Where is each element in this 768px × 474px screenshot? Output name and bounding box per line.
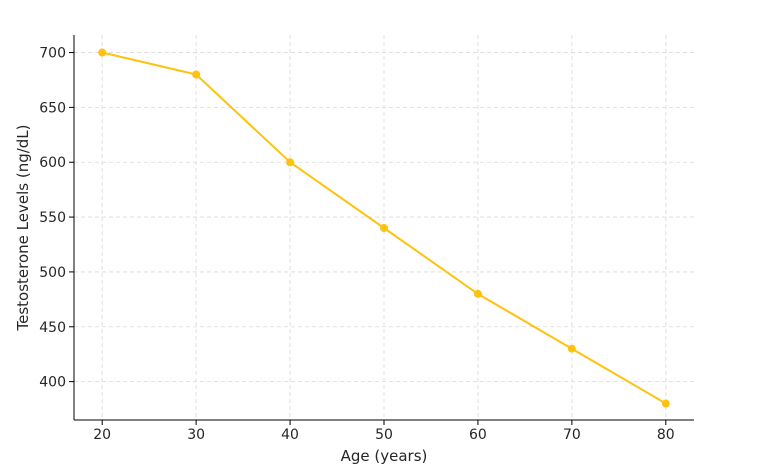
grid <box>74 35 694 420</box>
y-tick-label: 650 <box>39 100 66 116</box>
x-tick-label: 50 <box>375 427 393 443</box>
data-point <box>661 399 670 408</box>
y-tick-label: 700 <box>39 46 66 62</box>
x-tick-label: 20 <box>93 427 111 443</box>
y-tick-label: 450 <box>39 320 66 336</box>
x-tick-label: 30 <box>187 427 205 443</box>
x-tick-label: 40 <box>281 427 299 443</box>
data-point <box>286 158 295 167</box>
y-axis-title: Testosterone Levels (ng/dL) <box>14 124 32 331</box>
axes: 20 30 40 50 60 70 80 400 450 500 550 600 650 700 <box>39 35 694 443</box>
data-point <box>567 344 576 353</box>
x-tick-label: 80 <box>657 427 675 443</box>
data-point <box>380 224 388 233</box>
data-point <box>473 289 482 298</box>
series-layer <box>98 48 670 408</box>
y-tick-label: 400 <box>39 375 66 391</box>
y-tick-label: 550 <box>39 210 66 226</box>
data-point <box>192 70 201 79</box>
data-point <box>98 48 107 57</box>
x-tick-label: 60 <box>469 427 487 443</box>
y-tick-label: 600 <box>39 155 66 171</box>
x-tick-label: 70 <box>563 427 581 443</box>
x-axis-title: Age (years) <box>341 447 428 465</box>
y-tick-label: 500 <box>39 265 66 281</box>
